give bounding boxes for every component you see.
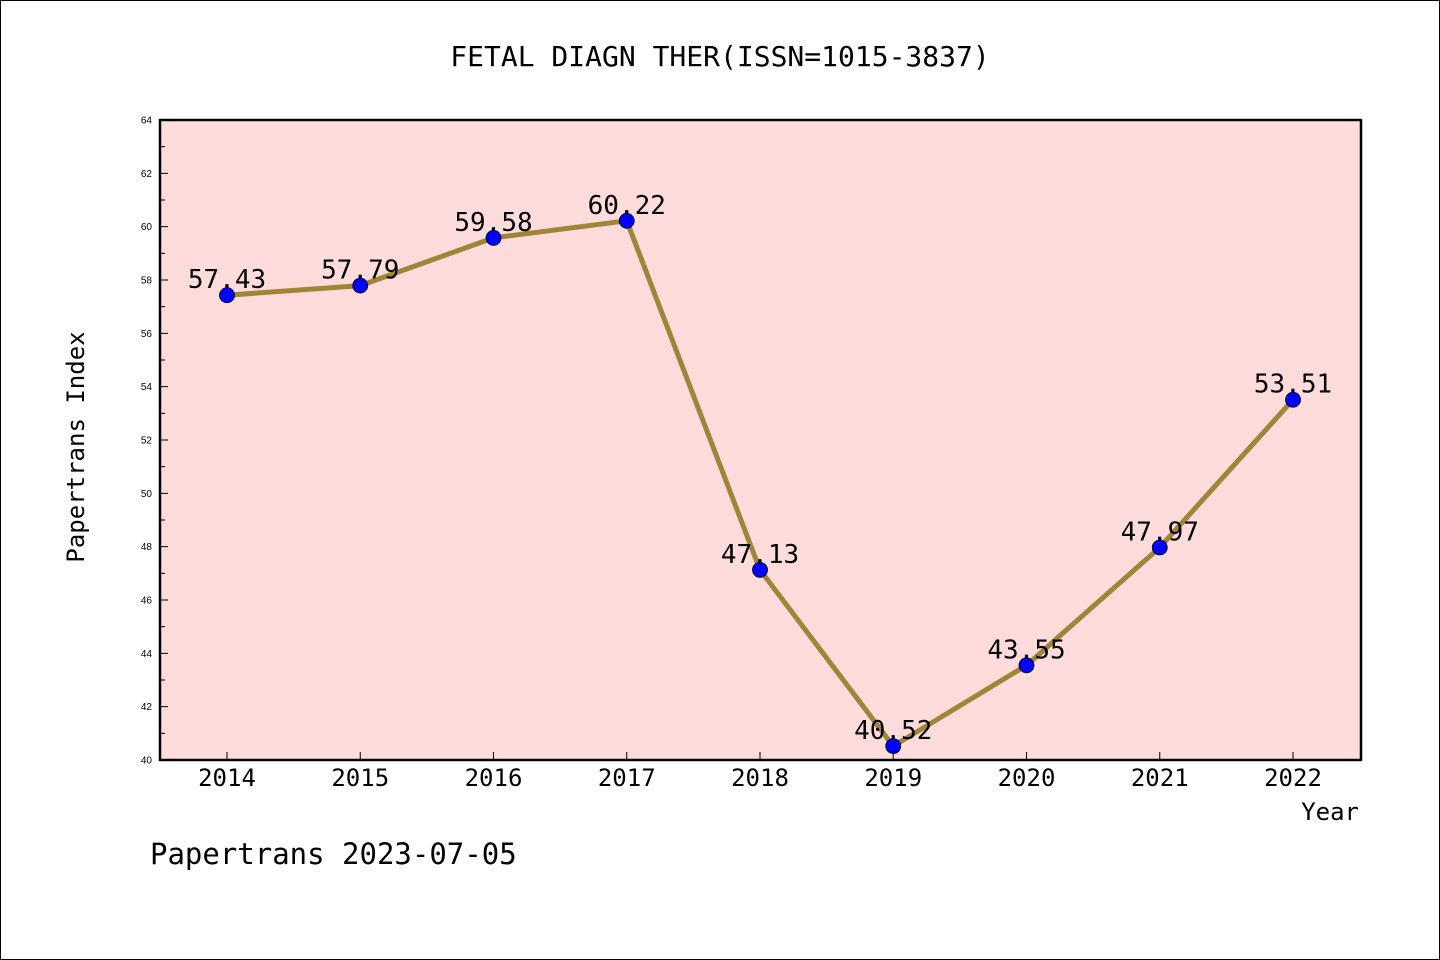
x-tick-label: 2019 — [864, 764, 922, 792]
y-tick-label: 40 — [141, 756, 153, 767]
data-label: 57.79 — [321, 256, 399, 286]
series-layer — [219, 212, 1301, 755]
x-tick-label: 2020 — [998, 764, 1056, 792]
y-tick-label: 58 — [141, 276, 153, 287]
plot-area — [160, 120, 1361, 760]
x-tick-label: 2022 — [1264, 764, 1322, 792]
y-tick-label: 46 — [141, 596, 153, 607]
y-tick-label: 44 — [141, 649, 153, 660]
data-label: 47.13 — [721, 540, 799, 570]
y-tick-label: 62 — [141, 169, 153, 180]
y-axis-label: Papertrans Index — [62, 331, 90, 562]
data-point — [219, 287, 235, 304]
y-tick-label: 42 — [141, 702, 153, 713]
data-label: 59.58 — [454, 208, 532, 238]
x-tick-label: 2016 — [465, 764, 523, 792]
y-tick-label: 54 — [141, 382, 153, 393]
data-point — [618, 212, 635, 229]
y-tick-label: 60 — [141, 222, 153, 233]
data-label: 60.22 — [588, 191, 666, 221]
data-labels: 57.43 57.79 59.58 60.22 47.13 40.52 43.55 47.97… — [188, 191, 1332, 746]
data-label: 53.51 — [1254, 370, 1332, 400]
y-tick-label: 48 — [141, 542, 153, 553]
x-axis-label: Year — [1301, 798, 1359, 826]
data-point — [885, 738, 902, 755]
data-label: 43.55 — [987, 635, 1065, 665]
y-tick-label: 64 — [141, 116, 153, 127]
y-tick-label: 52 — [141, 436, 153, 447]
data-label: 40.52 — [854, 716, 932, 746]
data-point — [1151, 539, 1168, 556]
x-tick-label: 2017 — [598, 764, 656, 792]
data-point — [1018, 657, 1035, 674]
data-label: 47.97 — [1121, 517, 1199, 547]
x-tick-label: 2018 — [731, 764, 789, 792]
y-tick-label: 50 — [141, 489, 153, 500]
x-tick-label: 2015 — [331, 764, 389, 792]
data-point — [1285, 391, 1301, 408]
data-point — [485, 229, 502, 246]
data-point — [352, 277, 369, 294]
x-tick-label: 2014 — [198, 764, 256, 792]
chart-title: FETAL DIAGN THER(ISSN=1015-3837) — [450, 40, 989, 73]
data-point — [752, 561, 768, 578]
x-axis-ticks: 2014 2015 2016 2017 2018 2019 2020 2021 2022 — [198, 752, 1322, 792]
data-label: 57.43 — [188, 265, 266, 295]
plot-border — [158, 118, 1363, 762]
y-tick-label: 56 — [141, 329, 153, 340]
footer-text: Papertrans 2023-07-05 — [150, 837, 517, 871]
x-tick-label: 2021 — [1131, 764, 1189, 792]
